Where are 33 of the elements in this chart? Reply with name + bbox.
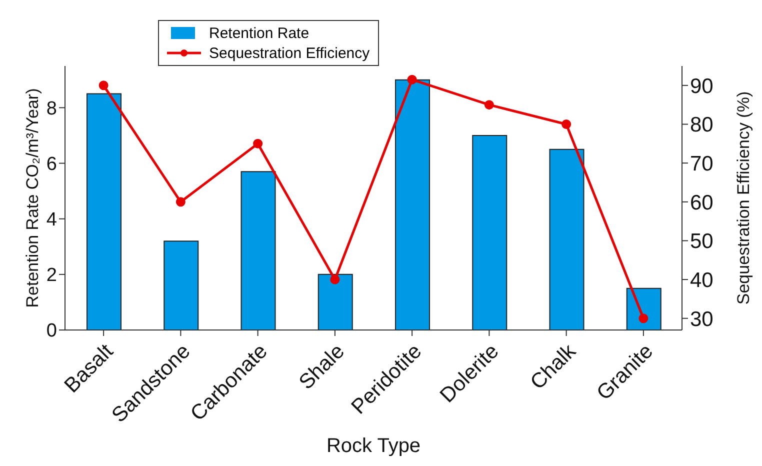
y-tick-label: 2	[46, 265, 57, 286]
y2-tick-label: 60	[690, 191, 714, 214]
y-tick-label: 8	[46, 98, 57, 120]
y-tick-label: 0	[46, 320, 57, 342]
legend-label: Retention Rate	[209, 24, 310, 42]
y2-tick-label: 80	[690, 114, 714, 137]
y2-tick-label: 30	[690, 308, 714, 331]
point	[330, 274, 340, 284]
bar	[395, 79, 430, 330]
point	[562, 119, 572, 129]
point	[638, 314, 648, 324]
y2-tick-label: 90	[690, 74, 714, 98]
y2-tick-label: 70	[690, 152, 714, 176]
point	[253, 138, 263, 148]
legend-label: Sequestration Efficiency	[209, 44, 370, 62]
point	[176, 197, 186, 207]
y2-tick-label: 40	[690, 268, 714, 292]
bar	[164, 240, 199, 330]
y-axis-title: Retention Rate CO₂/m³/Year)	[23, 88, 42, 308]
y2-axis-title: Sequestration Efficiency (%)	[734, 91, 754, 305]
bar	[86, 93, 122, 330]
y-tick-label: 4	[46, 210, 58, 231]
x-axis-title: Rock Type	[326, 435, 421, 457]
bar	[626, 288, 662, 330]
y-tick-label: 6	[46, 154, 57, 176]
point	[98, 80, 108, 90]
bar	[472, 134, 508, 330]
bar	[549, 148, 584, 330]
point	[407, 74, 417, 84]
bar	[240, 171, 276, 330]
y2-tick-label: 50	[690, 230, 714, 254]
point	[484, 100, 494, 110]
bar	[318, 274, 353, 330]
